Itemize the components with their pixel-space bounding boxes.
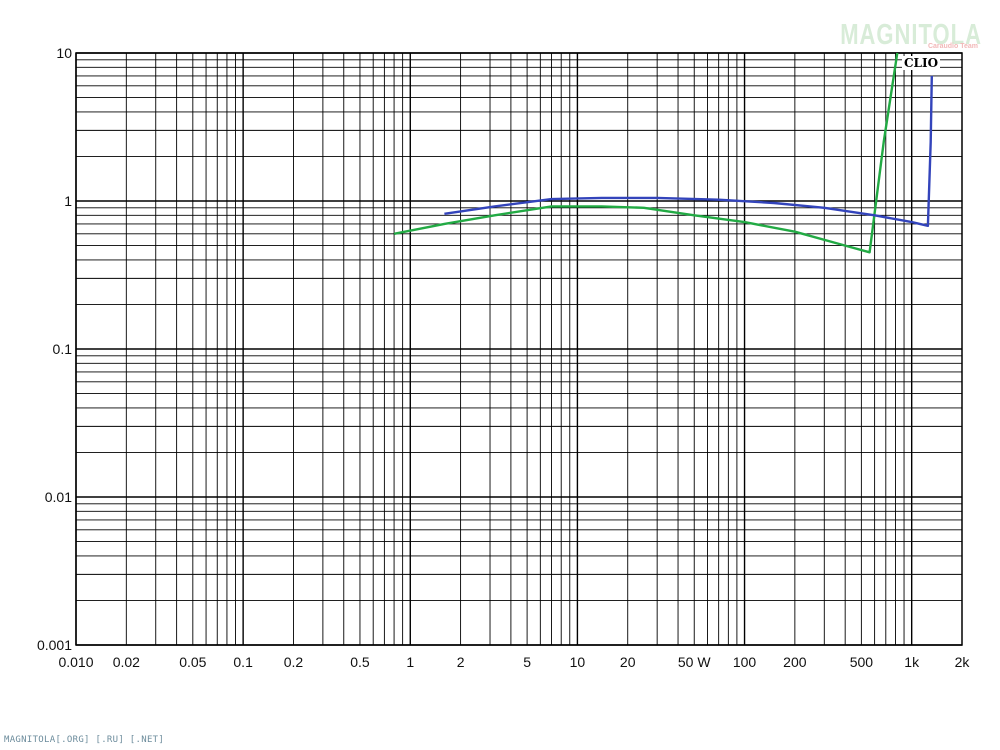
x-tick-label: 200: [783, 654, 807, 670]
x-tick-label: 1: [406, 654, 414, 670]
x-tick-label: 0.2: [284, 654, 304, 670]
x-tick-label: 2k: [955, 654, 971, 670]
y-tick-label: 0.001: [37, 637, 72, 653]
x-tick-label: 2: [457, 654, 465, 670]
brand-logo: MAGNITOLA: [840, 18, 982, 51]
series-line-1: [393, 52, 899, 254]
x-tick-label: 0.02: [113, 654, 140, 670]
x-tick-label: 5: [523, 654, 531, 670]
series-line-2: [444, 75, 933, 228]
x-tick-label: 50 W: [678, 654, 711, 670]
brand-team: Caraudio Team: [927, 43, 978, 50]
x-tick-label: 10: [570, 654, 586, 670]
x-tick-label: 0.05: [179, 654, 206, 670]
y-tick-label: 1: [64, 193, 72, 209]
software-label: CLIO: [902, 56, 941, 70]
plot-frame: [75, 52, 963, 646]
x-tick-label: 0.5: [350, 654, 370, 670]
footer-text: MAGNITOLA[.ORG] [.RU] [.NET]: [4, 735, 165, 745]
x-tick-label: 20: [620, 654, 636, 670]
x-tick-labels: 0.010 0.02 0.05 0.1 0.2 0.5 1 2 5 10 20 50 W 100 200 5…: [58, 654, 970, 670]
series-layer: [393, 52, 933, 254]
y-tick-labels: 10 1 0.1 0.01 0.001: [37, 45, 72, 653]
x-tick-label: 1k: [904, 654, 920, 670]
x-tick-label: 0.010: [58, 654, 93, 670]
y-tick-label: 0.01: [45, 489, 72, 505]
y-tick-label: 0.1: [53, 341, 73, 357]
x-tick-label: 0.1: [233, 654, 253, 670]
x-tick-label: 100: [733, 654, 757, 670]
x-tick-label: 500: [850, 654, 874, 670]
y-tick-label: 10: [56, 45, 72, 61]
